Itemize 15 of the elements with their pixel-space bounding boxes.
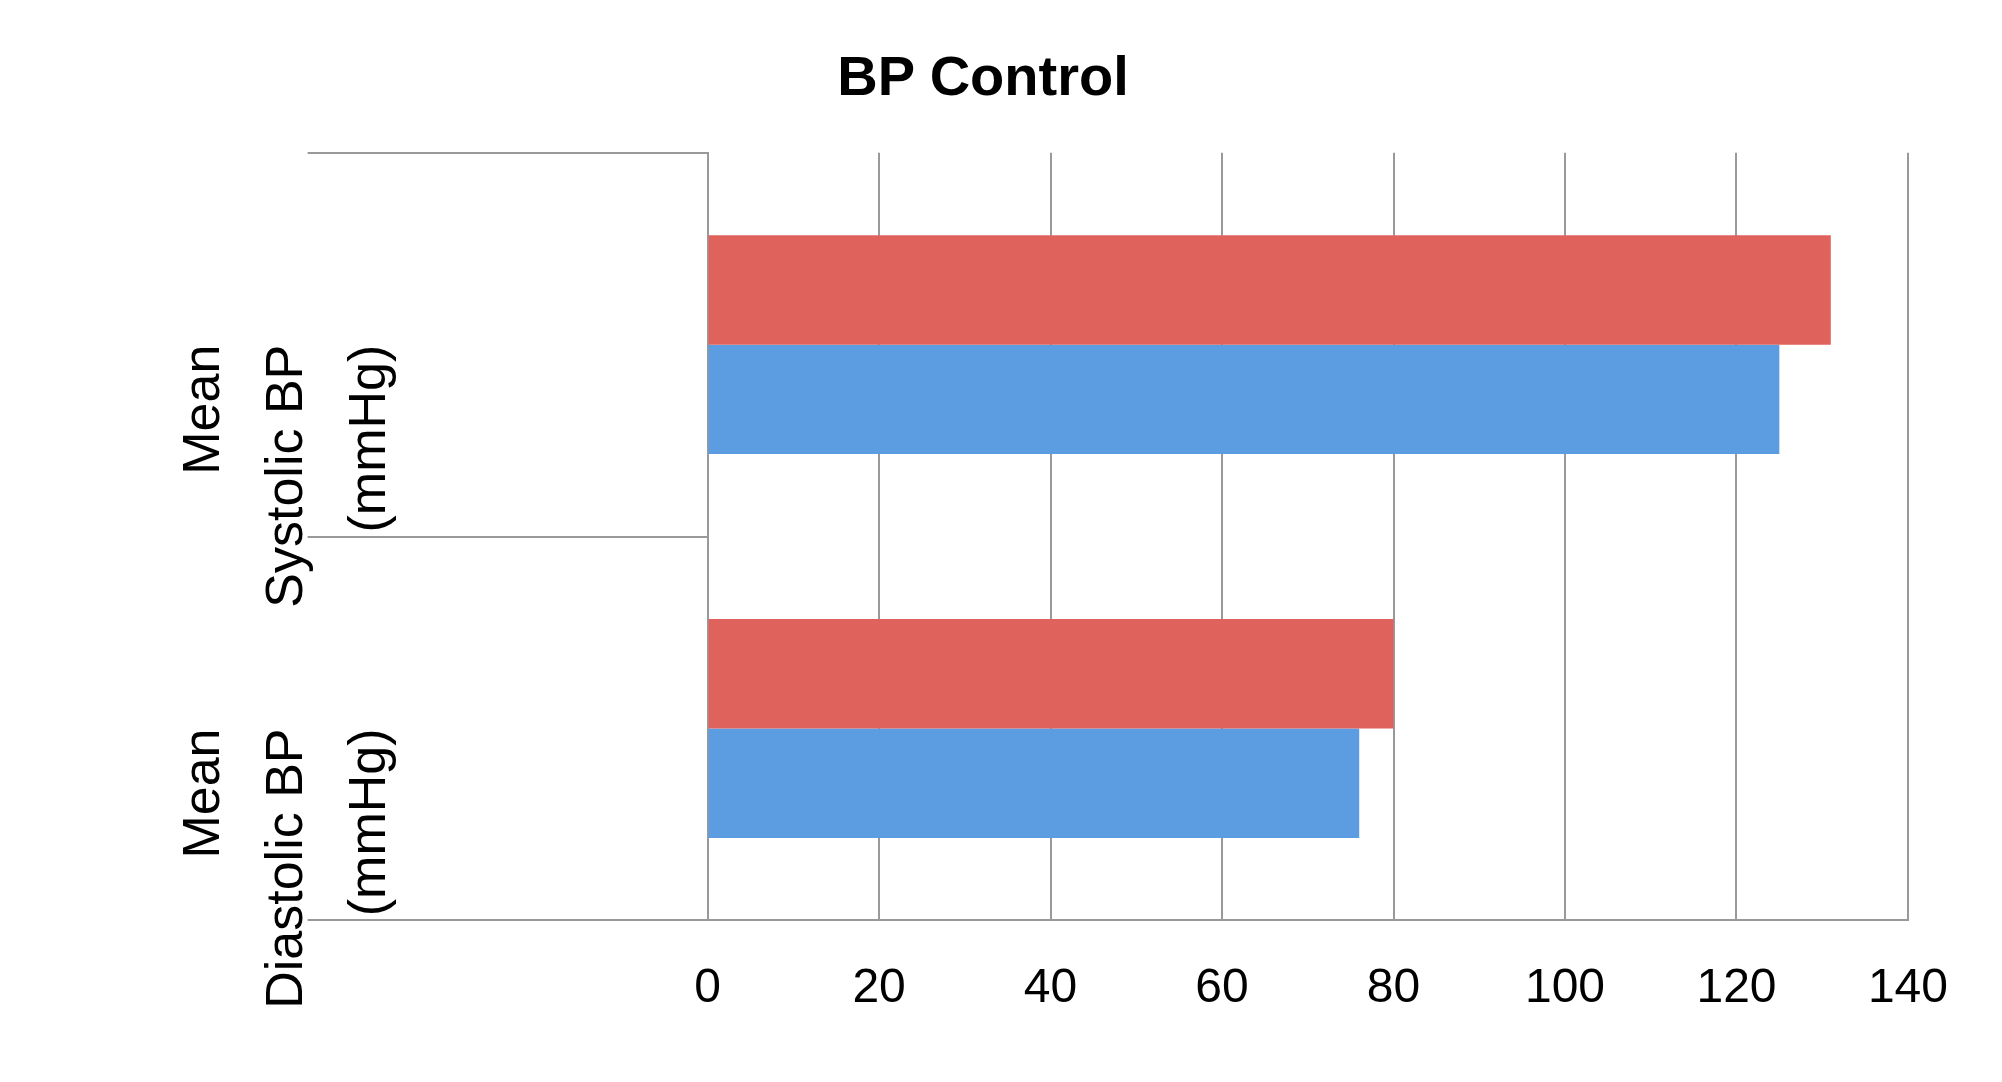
x-tick-label: 80	[1366, 959, 1421, 1013]
bar	[708, 619, 1394, 729]
bar	[708, 344, 1780, 455]
x-tick-label: 100	[1524, 959, 1606, 1013]
bar	[708, 728, 1360, 838]
x-tick-label: 120	[1696, 959, 1777, 1013]
x-tick-label: 0	[694, 959, 721, 1013]
bar	[708, 235, 1831, 345]
x-tick-label: 60	[1195, 959, 1249, 1013]
x-tick-label: 40	[1023, 959, 1078, 1013]
y-tick-label: Mean Diastolic BP (mmHg)	[171, 728, 397, 1009]
chart-title: BP Control	[837, 43, 1129, 107]
y-tick-label: Mean Systolic BP (mmHg)	[171, 344, 397, 608]
x-tick-label: 140	[1867, 959, 1948, 1013]
x-tick-label: 20	[852, 959, 906, 1013]
